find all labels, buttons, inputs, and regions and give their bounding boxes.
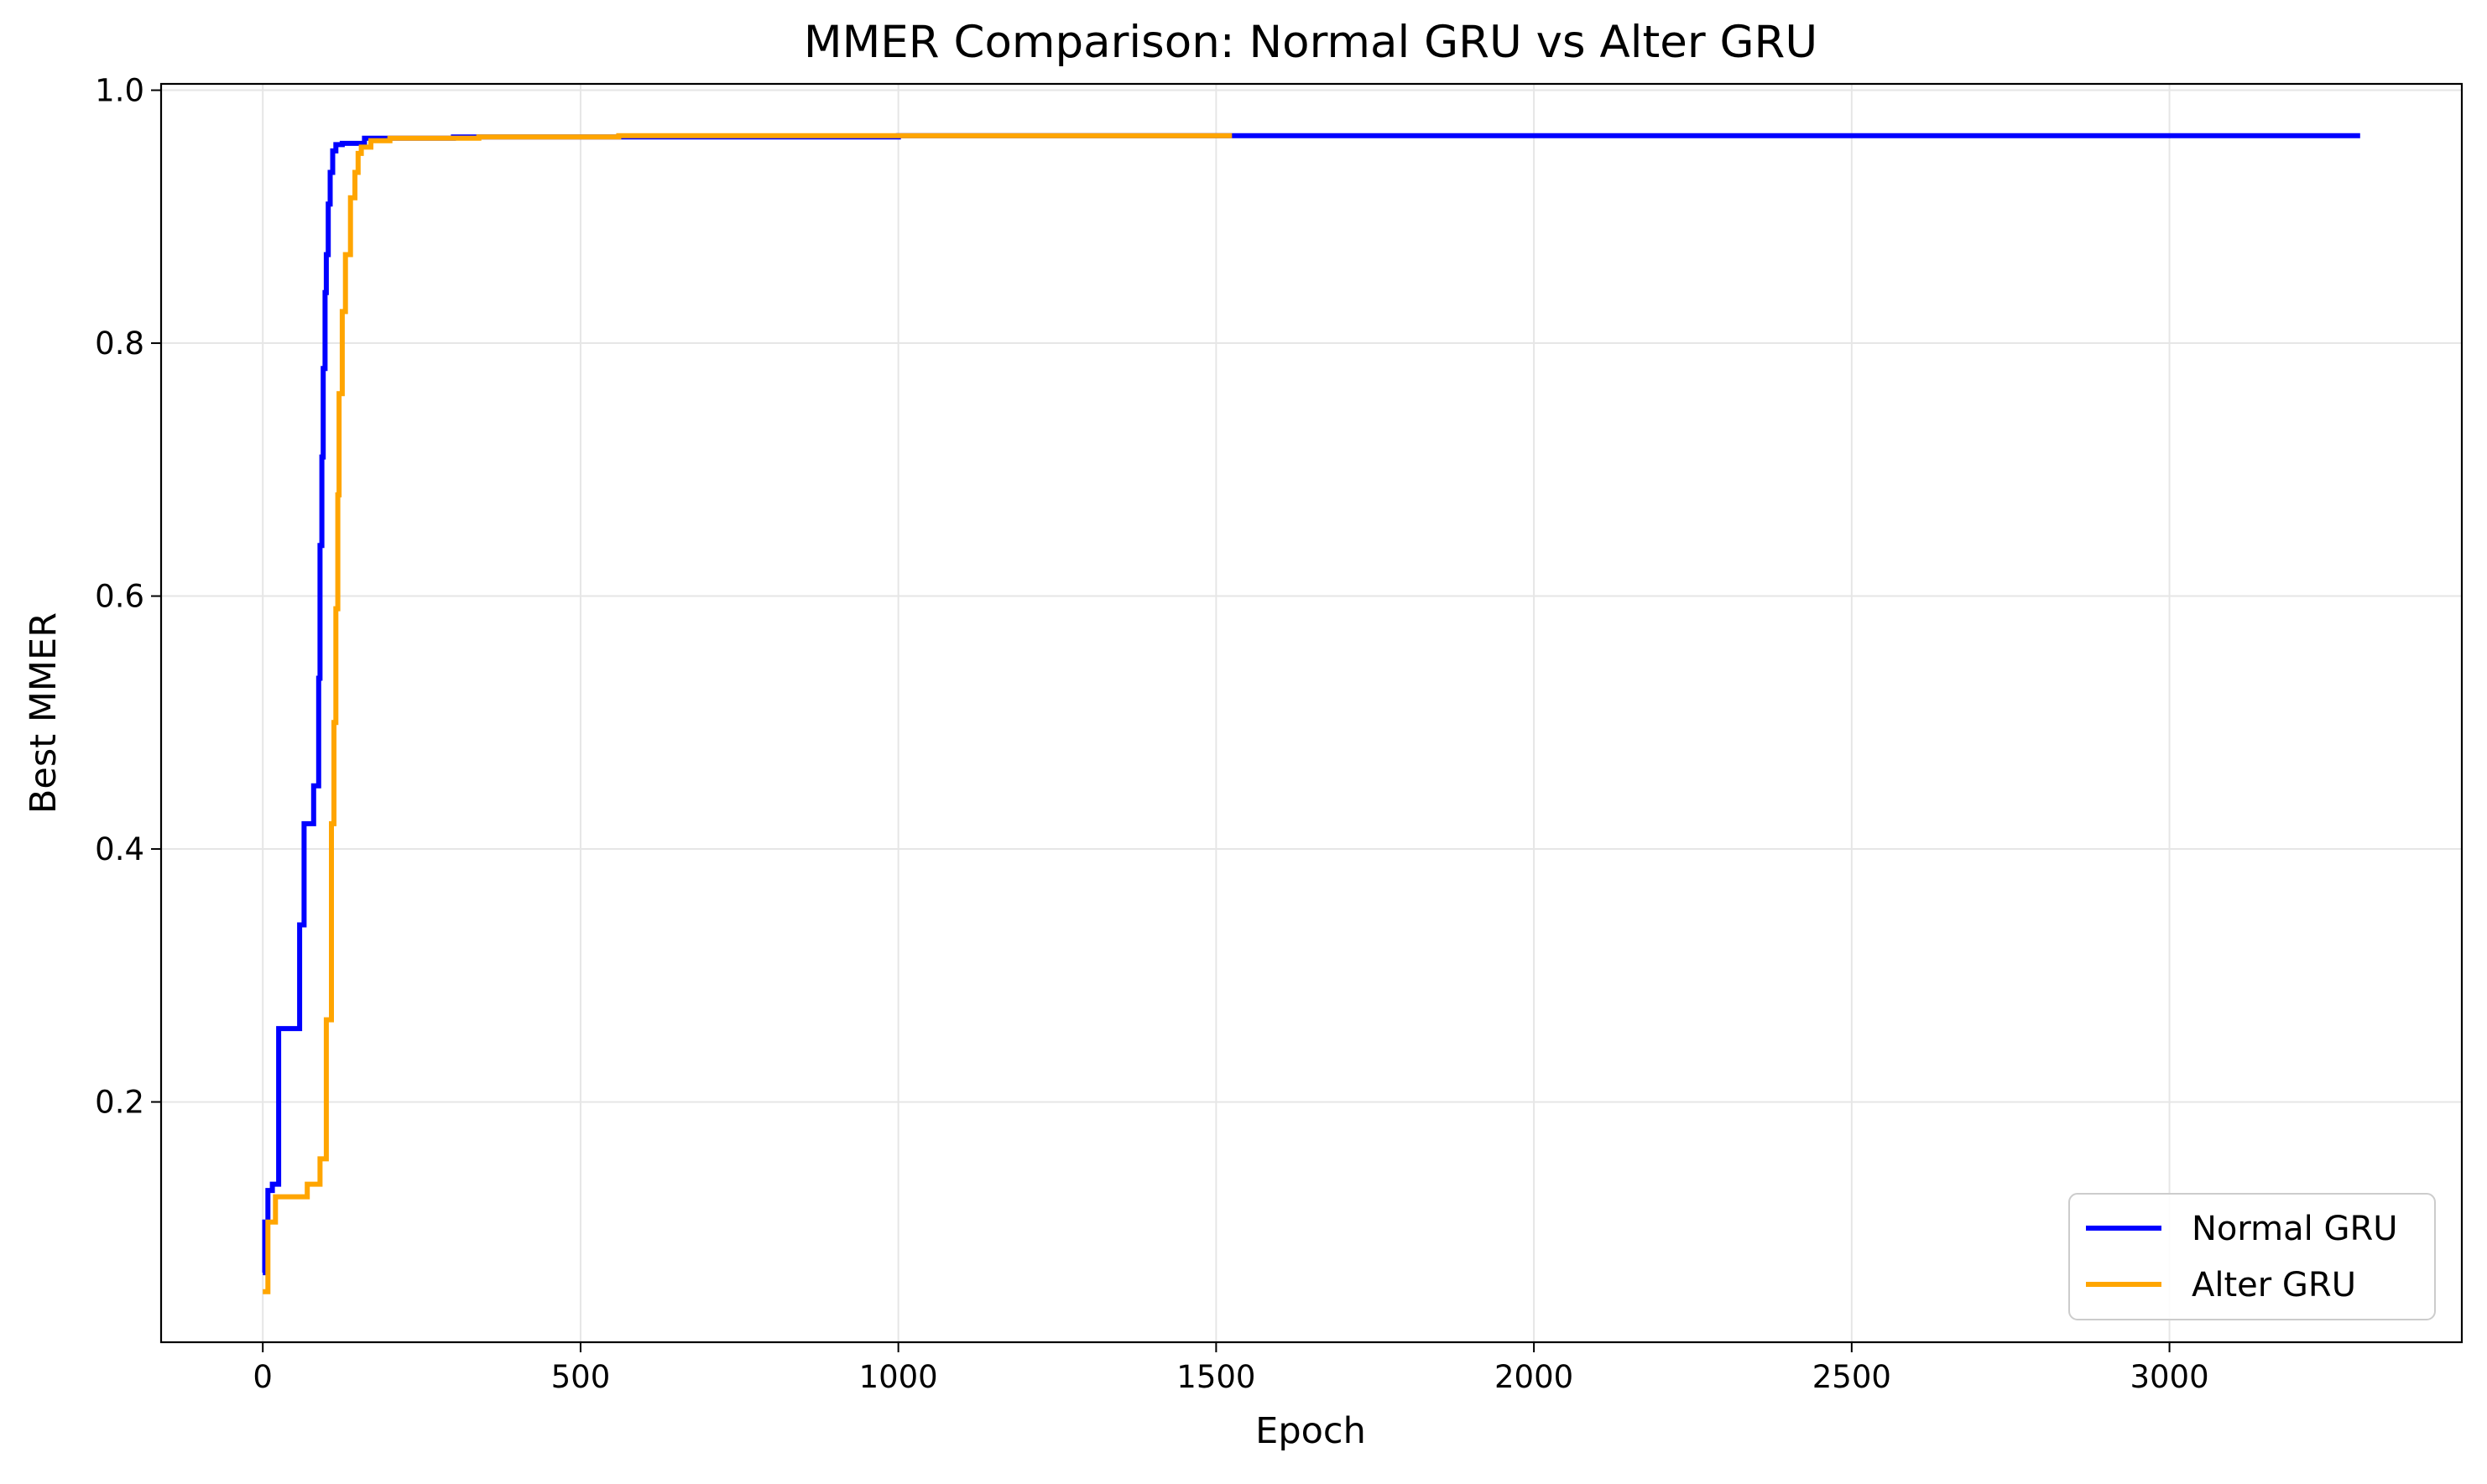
x-tick-label: 0 [253,1359,273,1395]
x-tick-label: 500 [551,1359,611,1395]
y-tick-label: 0.6 [95,579,144,615]
y-axis-label: Best MMER [23,612,65,814]
x-tick-label: 1500 [1176,1359,1255,1395]
y-tick-label: 1.0 [95,73,144,109]
y-tick-label: 0.2 [95,1085,144,1121]
y-tick-label: 0.4 [95,831,144,867]
series-line-normal-gru [262,133,2360,1276]
series-line-alter-gru [263,133,1233,1294]
grid-layer [161,84,2462,1342]
plot-frame [159,82,2464,1344]
x-tick-label: 1000 [859,1359,938,1395]
legend-label-normal-gru: Normal GRU [2192,1210,2398,1248]
legend-box [2068,1193,2436,1320]
x-tick-label: 3000 [2130,1359,2208,1395]
x-tick-label: 2500 [1812,1359,1891,1395]
y-tick-label: 0.8 [95,325,144,362]
chart-title: MMER Comparison: Normal GRU vs Alter GRU [804,17,1817,68]
x-axis-label: Epoch [1255,1410,1366,1452]
x-tick-label: 2000 [1494,1359,1573,1395]
series-layer [262,133,2360,1294]
legend: Normal GRU Alter GRU [2068,1193,2436,1320]
legend-label-alter-gru: Alter GRU [2192,1266,2356,1304]
tick-layer: 0 500 1000 1500 2000 2500 3000 0.2 0.4 0.6 0.8 1.0 [95,73,2208,1395]
